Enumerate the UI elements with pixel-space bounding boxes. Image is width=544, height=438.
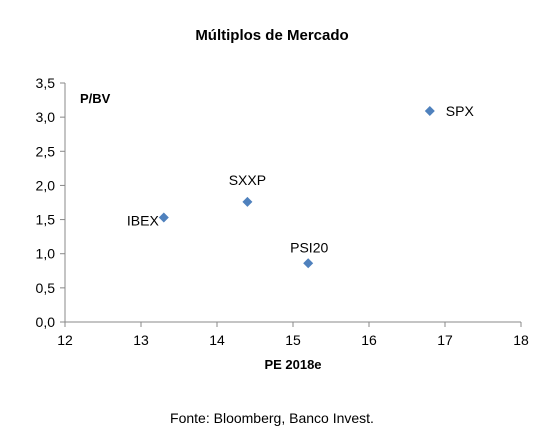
data-point-ibex <box>158 212 169 223</box>
x-tick-label: 14 <box>209 332 225 348</box>
y-tick-label: 0,5 <box>36 280 56 296</box>
y-tick-label: 3,5 <box>36 75 56 91</box>
data-point-spx <box>424 105 435 116</box>
data-label-psi20: PSI20 <box>290 239 328 255</box>
y-tick-label: 3,0 <box>36 109 56 125</box>
y-tick-label: 1,0 <box>36 246 56 262</box>
x-tick-label: 18 <box>513 332 529 348</box>
y-tick-label: 2,0 <box>36 177 56 193</box>
x-tick-label: 13 <box>133 332 149 348</box>
chart-title: Múltiplos de Mercado <box>195 27 349 44</box>
data-point-psi20 <box>303 258 314 269</box>
y-tick-label: 1,5 <box>36 212 56 228</box>
x-tick-label: 12 <box>57 332 73 348</box>
data-label-ibex: IBEX <box>127 213 160 229</box>
y-tick-label: 0,0 <box>36 314 56 330</box>
data-point-sxxp <box>242 196 253 207</box>
y-axis-title: P/BV <box>80 91 111 106</box>
data-label-sxxp: SXXP <box>229 172 266 188</box>
x-tick-label: 17 <box>437 332 453 348</box>
x-axis-title: PE 2018e <box>264 357 321 372</box>
x-tick-label: 15 <box>285 332 301 348</box>
x-tick-label: 16 <box>361 332 377 348</box>
source-note: Fonte: Bloomberg, Banco Invest. <box>170 410 374 426</box>
data-label-spx: SPX <box>446 103 475 119</box>
y-tick-label: 2,5 <box>36 143 56 159</box>
